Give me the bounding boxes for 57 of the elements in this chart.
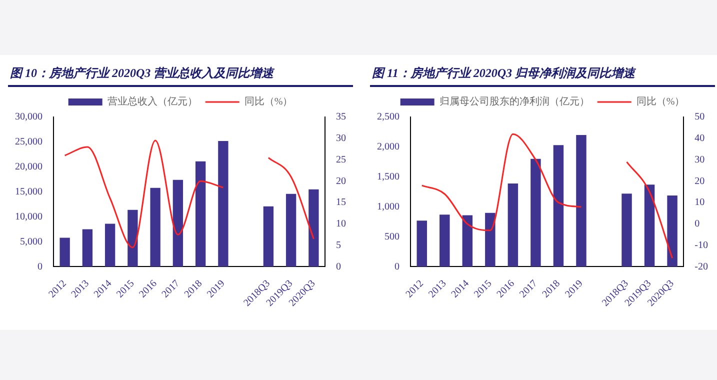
y2-tick-label: 0	[336, 261, 341, 272]
bar	[508, 183, 518, 267]
y2-tick-label: 15	[336, 197, 346, 208]
y2-tick-label: 10	[694, 197, 705, 208]
y2-tick-label: 30	[694, 154, 705, 166]
y2-tick-label: 30	[336, 133, 346, 144]
bar	[82, 229, 93, 267]
legend-label: 同比（%）	[244, 96, 293, 108]
bar	[286, 194, 296, 267]
chart-title: 图 10：房地产行业 2020Q3 营业总收入及同比增速	[8, 65, 353, 87]
y2-tick-label: 5	[336, 240, 341, 251]
y-tick-label: 15,000	[15, 186, 42, 198]
bar	[60, 238, 70, 267]
y2-tick-label: -20	[694, 261, 708, 272]
chart-title: 图 11：房地产行业 2020Q3 归母净利润及同比增速	[370, 65, 715, 87]
bar	[104, 224, 116, 267]
bar	[485, 212, 496, 267]
bar	[218, 140, 228, 267]
y2-tick-label: -10	[694, 240, 708, 251]
y2-tick-label: 35	[336, 112, 346, 123]
bar	[440, 214, 450, 267]
bar	[416, 220, 428, 267]
bar	[667, 195, 678, 267]
y-tick-label: 30,000	[15, 112, 42, 123]
bar	[150, 188, 160, 267]
bar	[128, 210, 138, 267]
y-tick-label: 2,000	[377, 142, 400, 153]
y-tick-label: 1,000	[377, 201, 400, 212]
legend-label: 归属母公司股东的净利润（亿元）	[439, 96, 590, 108]
bar	[462, 215, 473, 267]
y-tick-label: 2,500	[377, 112, 400, 123]
bar	[263, 206, 274, 267]
y-tick-label: 0	[38, 261, 42, 272]
y-tick-label: 20,000	[15, 162, 42, 173]
y-tick-label: 500	[384, 231, 400, 242]
bar	[530, 158, 541, 267]
y-tick-label: 0	[394, 261, 400, 272]
legend-label: 营业总收入（亿元）	[107, 96, 198, 108]
y-tick-label: 1,500	[377, 172, 400, 183]
y2-tick-label: 40	[694, 133, 705, 144]
y2-tick-label: 20	[336, 176, 346, 187]
y-tick-label: 10,000	[15, 211, 42, 222]
bar	[308, 189, 319, 267]
y2-tick-label: 20	[694, 176, 705, 187]
bar	[644, 184, 655, 267]
y2-tick-label: 50	[694, 112, 705, 123]
y-tick-label: 5,000	[20, 236, 42, 248]
y2-tick-label: 25	[336, 154, 346, 166]
bar	[172, 180, 184, 267]
bar	[622, 194, 632, 267]
bar	[195, 161, 206, 267]
bar	[553, 145, 564, 267]
y2-tick-label: 10	[336, 218, 346, 230]
legend-label: 同比（%）	[636, 96, 685, 108]
y-tick-label: 25,000	[15, 136, 42, 148]
y2-tick-label: 0	[694, 218, 700, 230]
bar	[576, 134, 586, 267]
